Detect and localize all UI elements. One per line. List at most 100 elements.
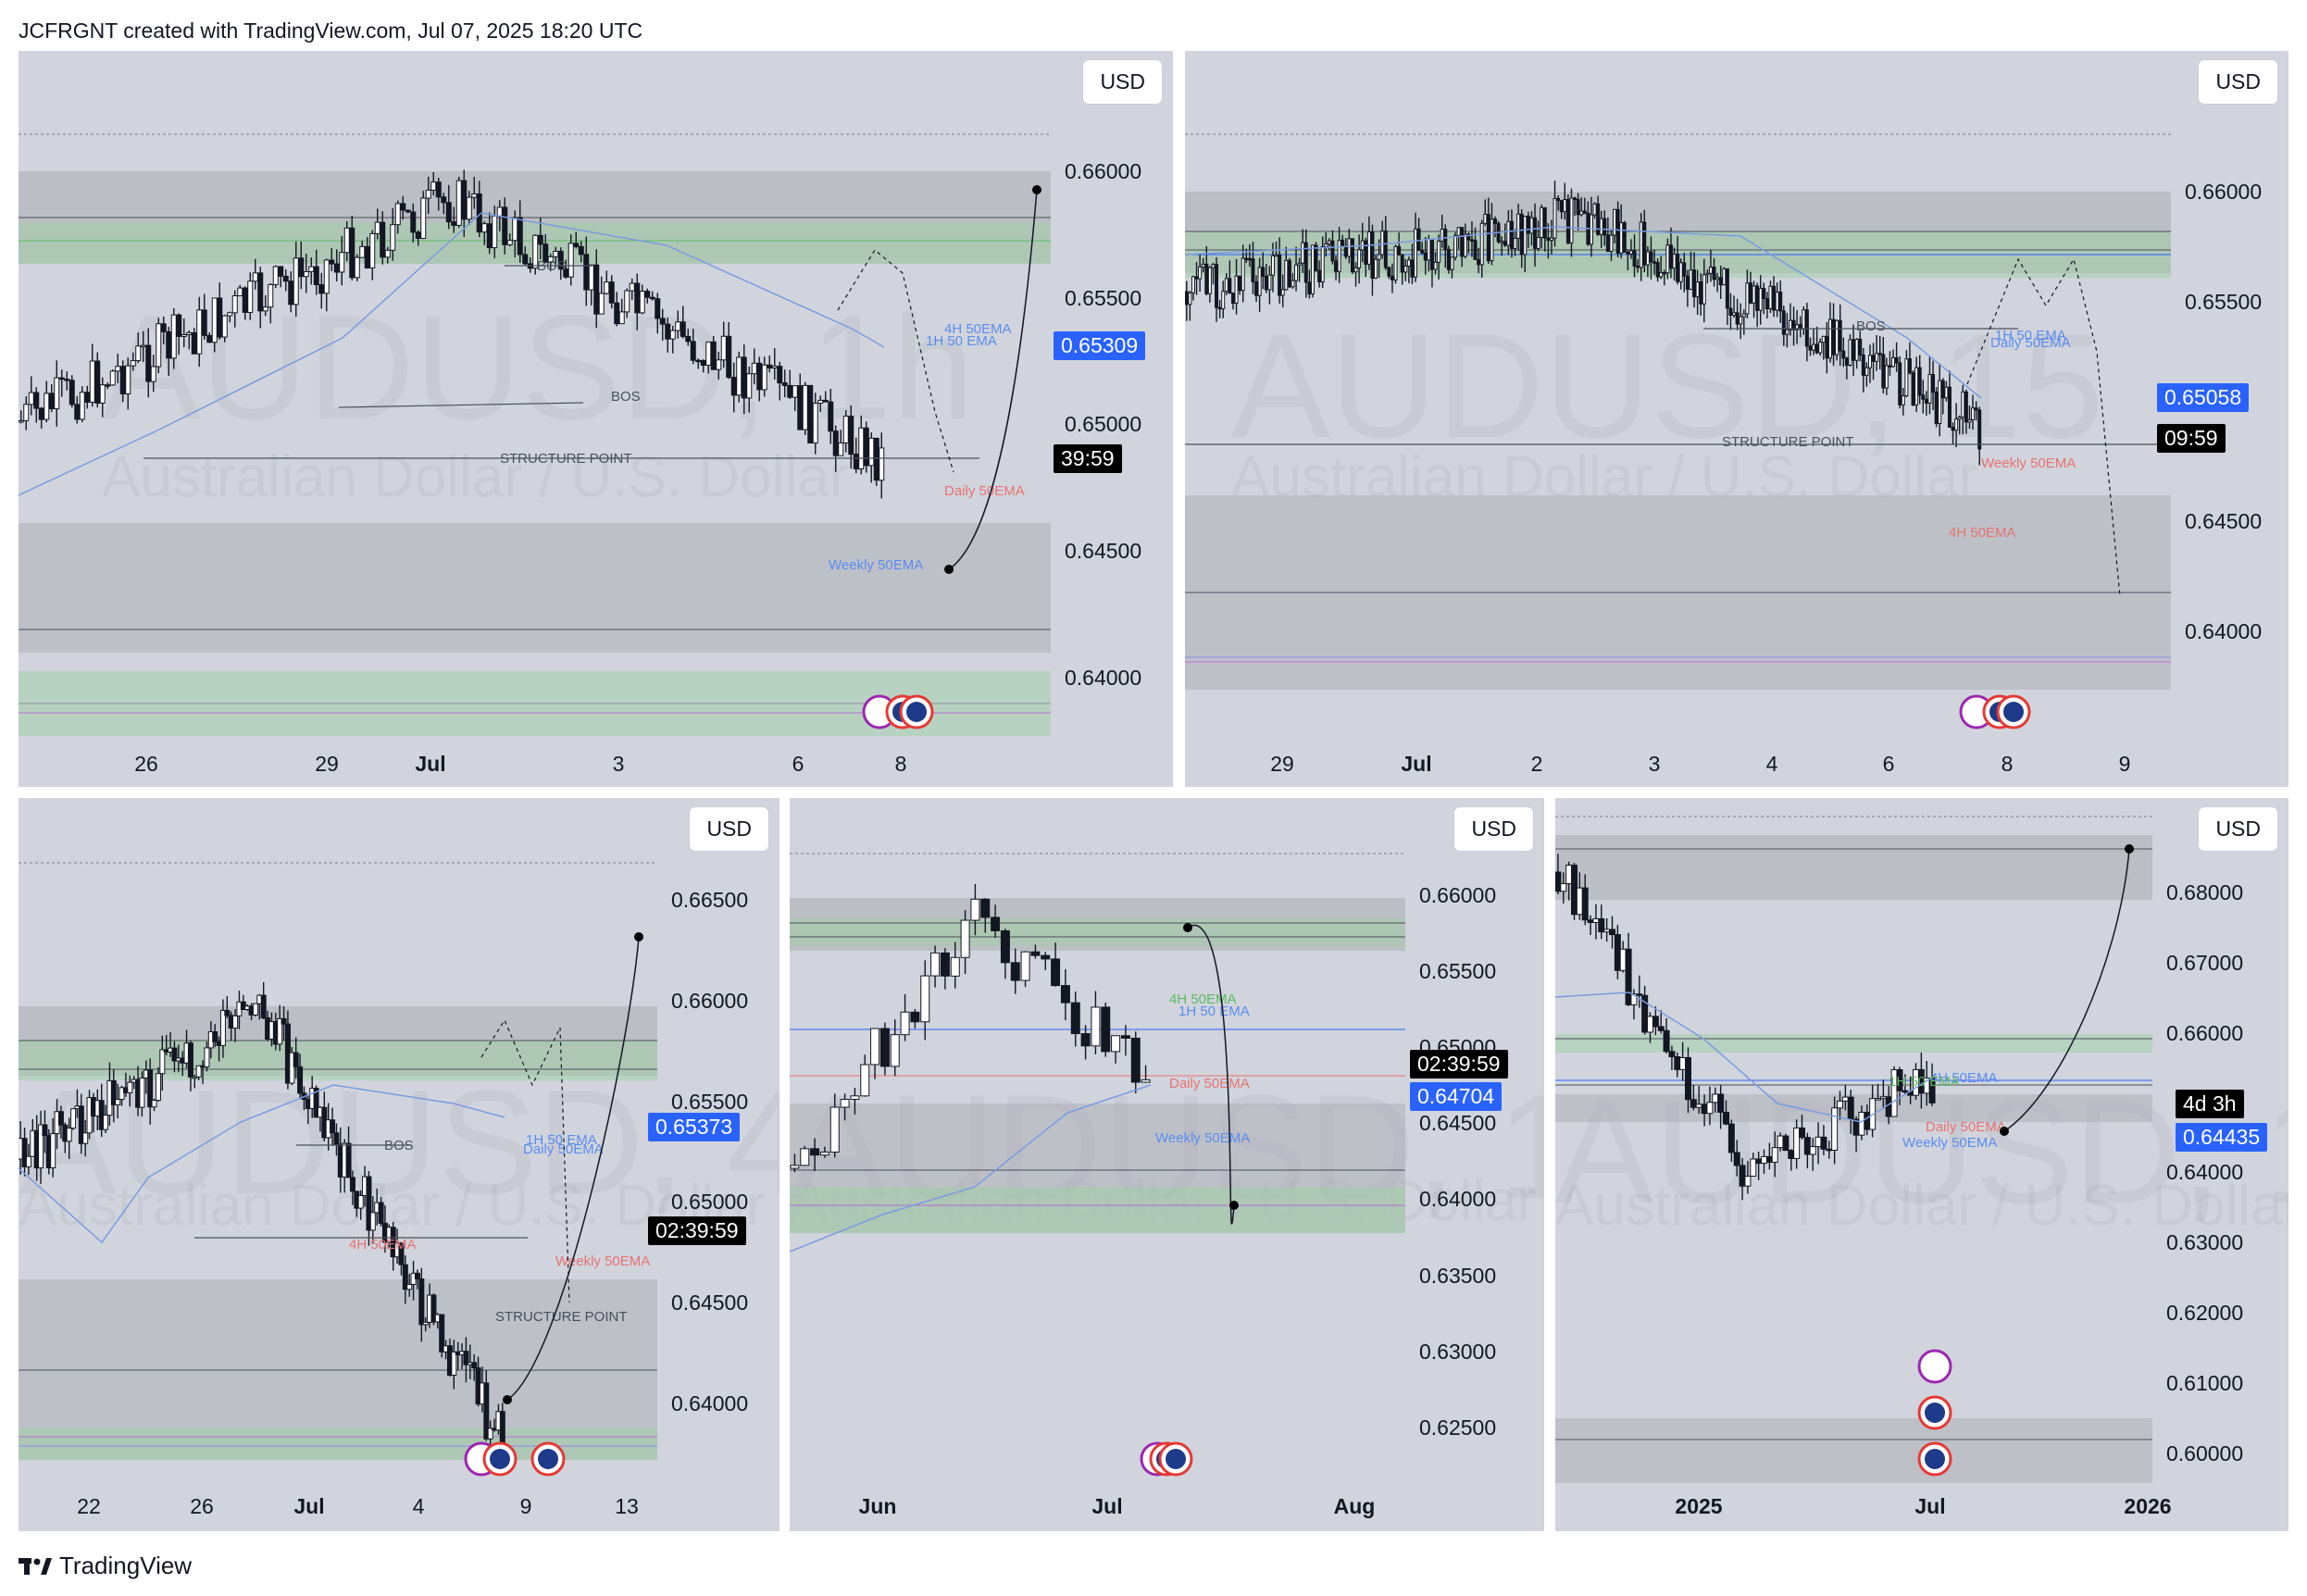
- supply-demand-zone: [1555, 1034, 2152, 1053]
- chart-credit: JCFRGNT created with TradingView.com, Ju…: [19, 19, 643, 43]
- annotation-label: 1H 50 EMA: [526, 1132, 597, 1148]
- candle-body: [1513, 237, 1517, 249]
- candle-body: [1765, 298, 1769, 309]
- candle-body: [1569, 197, 1574, 243]
- candle-body: [506, 240, 513, 245]
- chart-panel-15m[interactable]: AUDUSD, 15 Australian Dollar / U.S. Doll…: [1185, 51, 2288, 787]
- candle-body: [1861, 355, 1865, 376]
- candle-body: [1647, 1016, 1653, 1033]
- ema-line: [790, 1084, 1152, 1253]
- candle-body: [1314, 244, 1318, 271]
- annotation-label: STRUCTURE POINT: [500, 451, 632, 467]
- chart-panel-4h[interactable]: AUDUSD, 4h Australian Dollar / U.S. Doll…: [19, 798, 779, 1531]
- currency-button[interactable]: USD: [2199, 807, 2277, 851]
- candle-body: [1490, 218, 1494, 262]
- candle-body: [1477, 258, 1481, 266]
- candle-body: [1536, 236, 1540, 249]
- currency-button[interactable]: USD: [1454, 807, 1533, 851]
- candle-body: [110, 1079, 117, 1105]
- badge-center: [1166, 1449, 1186, 1469]
- annotation-label: Weekly 50EMA: [829, 557, 923, 573]
- candle-body: [1241, 257, 1245, 292]
- supply-demand-zone: [19, 523, 1051, 653]
- candle-body: [293, 1052, 299, 1067]
- candle-body: [1529, 217, 1534, 234]
- candle-body: [624, 290, 630, 313]
- annotation-label: BOS: [537, 258, 567, 274]
- candle-body: [1788, 1150, 1795, 1159]
- chart-panel-1h[interactable]: AUDUSD, 1h Australian Dollar / U.S. Doll…: [19, 51, 1173, 787]
- candle-body: [1301, 242, 1305, 264]
- candle-body: [400, 203, 406, 211]
- candle-body: [598, 293, 605, 315]
- footer-brand[interactable]: TradingView: [19, 1552, 192, 1580]
- candle-body: [1334, 260, 1339, 272]
- candle-body: [1778, 291, 1783, 312]
- candle-body: [150, 366, 156, 382]
- price-axis-label: 0.64500: [2185, 509, 2262, 533]
- candle-body: [84, 392, 91, 403]
- candle-body: [1479, 222, 1484, 266]
- candle-body: [1841, 1096, 1849, 1102]
- candle-body: [313, 1087, 319, 1118]
- candle-body: [1718, 277, 1723, 286]
- chart-panel-1d[interactable]: AUDUSD, 1D Australian Dollar / U.S. Doll…: [790, 798, 1544, 1531]
- candle-body: [1672, 254, 1677, 269]
- price-axis-label: 0.62000: [2166, 1301, 2243, 1325]
- candle-body: [1837, 1100, 1843, 1109]
- candle-body: [415, 231, 421, 239]
- candle-body: [1961, 391, 1965, 418]
- candle-body: [771, 366, 778, 369]
- candle-body: [1847, 1096, 1854, 1120]
- chart-panel-1w[interactable]: AUDUSD, 1W Australian Dollar / U.S. Doll…: [1555, 798, 2288, 1531]
- candle-body: [231, 295, 238, 314]
- annotation-label: Weekly 50EMA: [1902, 1135, 1997, 1151]
- candle-body: [1516, 213, 1521, 239]
- currency-button[interactable]: USD: [1083, 60, 1162, 104]
- candle-body: [1324, 243, 1328, 247]
- candle-body: [1944, 386, 1949, 399]
- candle-body: [1440, 229, 1444, 243]
- candle-body: [1852, 339, 1856, 361]
- candle-series: [19, 981, 505, 1459]
- candle-body: [1120, 1035, 1130, 1039]
- candle-body: [669, 330, 676, 340]
- candle-body: [1864, 1111, 1871, 1130]
- candle-body: [1599, 218, 1603, 235]
- candle-body: [1907, 358, 1912, 374]
- currency-button[interactable]: USD: [690, 807, 768, 851]
- candle-body: [1414, 228, 1418, 278]
- candle-body: [1463, 233, 1467, 257]
- candle-body: [1652, 1016, 1659, 1028]
- candle-body: [1393, 245, 1398, 281]
- candle-body: [583, 254, 590, 291]
- candle-body: [848, 416, 854, 455]
- candle-body: [1278, 254, 1282, 296]
- candle-body: [282, 275, 289, 282]
- candle-body: [817, 399, 824, 405]
- candle-body: [1657, 1026, 1665, 1031]
- candle-body: [1215, 264, 1219, 308]
- candle-body: [89, 360, 95, 403]
- candle-body: [1509, 220, 1514, 249]
- candle-body: [1387, 267, 1391, 277]
- candle-body: [1771, 1147, 1778, 1163]
- candle-body: [1934, 392, 1939, 424]
- candle-body: [746, 373, 753, 399]
- currency-button[interactable]: USD: [2199, 60, 2277, 104]
- candle-body: [578, 245, 584, 256]
- candle-body: [522, 254, 529, 265]
- candle-body: [486, 223, 493, 249]
- price-axis-label: 0.66000: [671, 989, 748, 1013]
- candle-body: [1875, 353, 1879, 362]
- candle-body: [751, 362, 757, 375]
- candle-body: [819, 1151, 829, 1156]
- candle-body: [1741, 313, 1746, 318]
- candle-body: [364, 245, 370, 268]
- candle-body: [1665, 244, 1670, 274]
